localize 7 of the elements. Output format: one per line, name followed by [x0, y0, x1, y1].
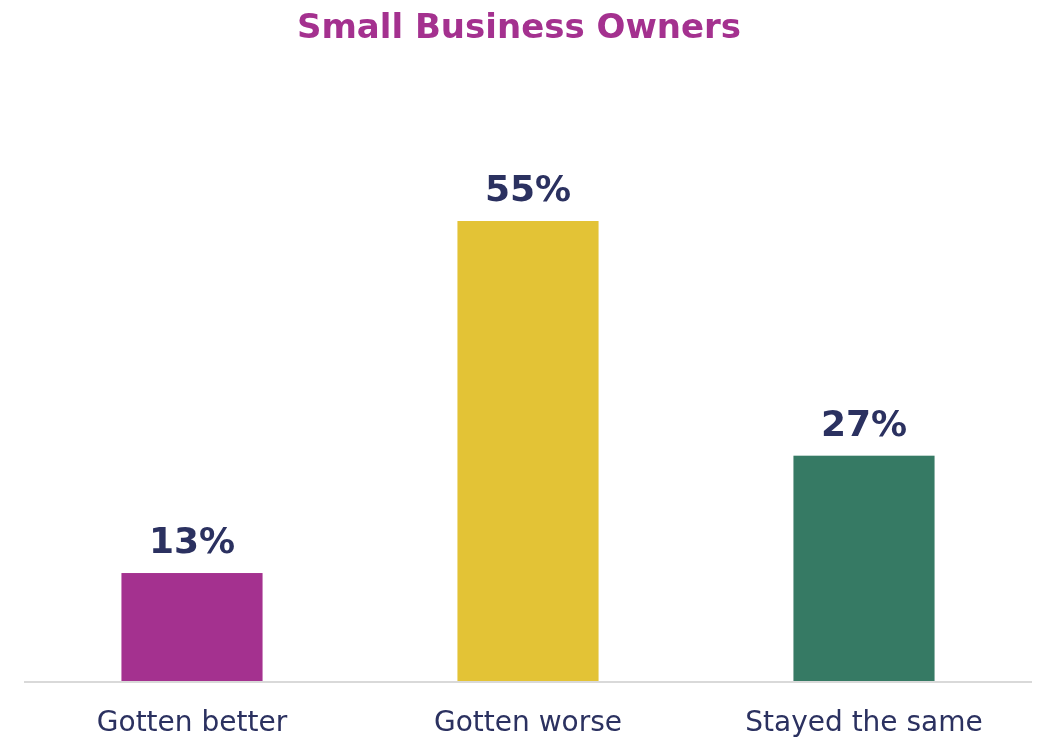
chart-title: Small Business Owners — [296, 6, 742, 46]
x-tick-label: Stayed the same — [745, 705, 983, 738]
data-label: 55% — [484, 168, 572, 209]
x-tick-label: Gotten worse — [433, 705, 623, 738]
data-label: 27% — [820, 402, 908, 444]
data-label: 13% — [148, 520, 236, 562]
x-tick-label: Gotten better — [96, 705, 288, 738]
